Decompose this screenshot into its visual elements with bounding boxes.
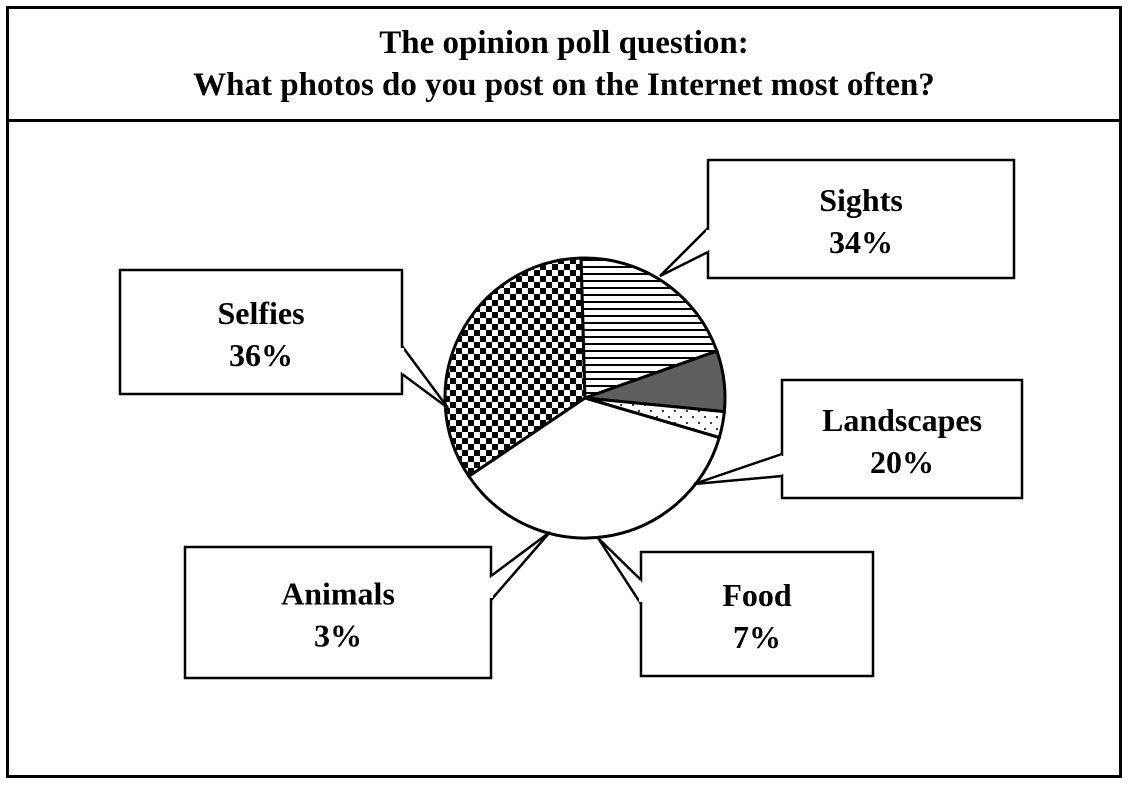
callout-food: Food 7% <box>596 537 875 678</box>
callout-box <box>183 545 493 680</box>
slice-label-food: Food <box>722 577 792 613</box>
callout-selfies: Selfies 36% <box>118 268 450 410</box>
title-line-1: The opinion poll question: <box>379 25 749 61</box>
slice-label-sights: Sights <box>819 182 903 218</box>
title-line-2: What photos do you post on the Internet … <box>193 67 935 103</box>
pie-slice-sights <box>443 256 587 479</box>
callout-landscapes: Landscapes 20% <box>693 378 1024 500</box>
callout-pointer <box>596 537 643 605</box>
slice-label-selfies: Selfies <box>217 295 304 331</box>
slice-value-selfies: 36% <box>229 337 293 373</box>
callout-box <box>706 158 1016 280</box>
pie-slice-selfies <box>466 396 722 540</box>
slice-value-food: 7% <box>733 619 781 655</box>
callout-sights: Sights 34% <box>659 158 1016 280</box>
callout-pointer <box>400 345 450 410</box>
callout-pointer <box>693 452 783 486</box>
slice-label-landscapes: Landscapes <box>822 402 982 438</box>
callout-box <box>118 268 404 396</box>
slice-label-animals: Animals <box>281 576 395 612</box>
callout-pointer <box>659 227 709 278</box>
callout-pointer <box>490 530 551 601</box>
callout-box <box>780 378 1024 500</box>
slice-value-animals: 3% <box>314 618 362 654</box>
callout-animals: Animals 3% <box>183 530 551 680</box>
slice-value-landscapes: 20% <box>870 444 934 480</box>
slice-value-sights: 34% <box>829 224 893 260</box>
callout-box <box>639 550 875 678</box>
chart-title: The opinion poll question: What photos d… <box>9 9 1119 122</box>
